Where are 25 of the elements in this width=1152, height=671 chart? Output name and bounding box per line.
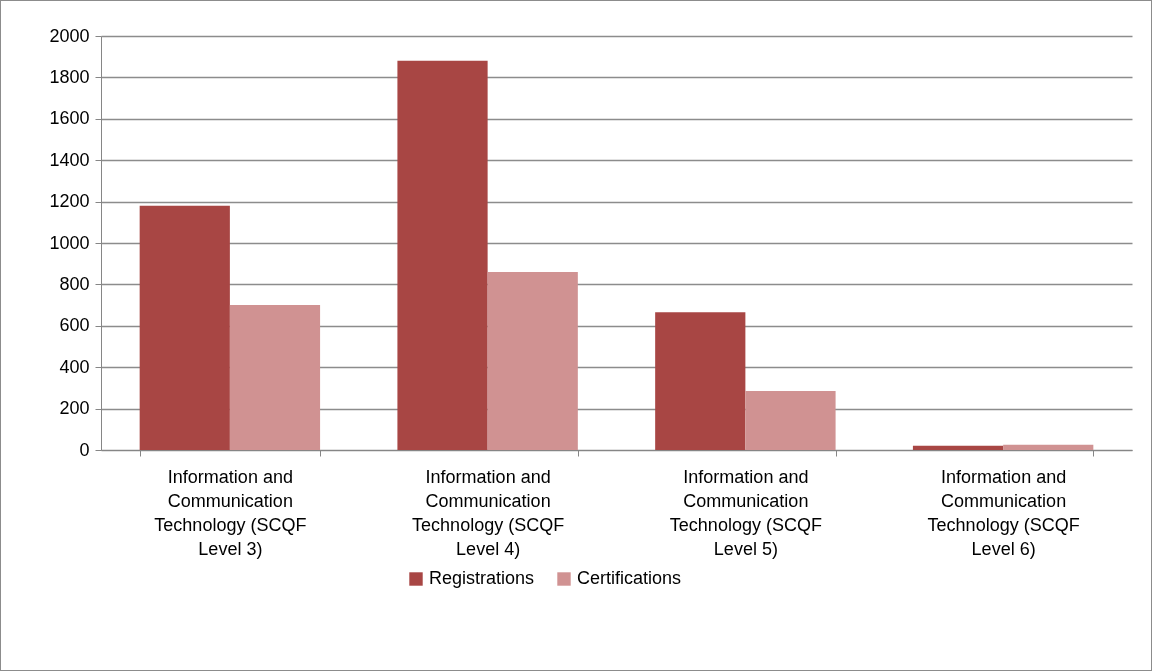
y-tick-label: 200 xyxy=(59,398,90,419)
bar xyxy=(912,445,1004,450)
y-tick-label: 1200 xyxy=(49,191,90,212)
x-tick-label: Information and Communication Technology (SCQF Level 4) xyxy=(412,466,565,559)
bar xyxy=(397,60,488,450)
y-tick-label: 1000 xyxy=(49,232,90,253)
y-tick-label: 1600 xyxy=(49,108,90,129)
bar xyxy=(139,205,230,450)
y-tick-label: 800 xyxy=(59,273,90,294)
bar xyxy=(1003,444,1094,450)
x-tick-label: Information and Communication Technology (SCQF Level 5) xyxy=(669,466,822,559)
x-tick-label: Information and Communication Technology (SCQF Level 3) xyxy=(154,466,307,559)
bar xyxy=(655,312,746,450)
legend-label: Registrations xyxy=(429,568,535,588)
x-tick-label: Information and Communication Technology (SCQF Level 6) xyxy=(927,466,1080,559)
bar xyxy=(745,391,836,450)
y-tick-label: 400 xyxy=(59,356,90,377)
y-tick-label: 1800 xyxy=(49,66,90,87)
legend-label: Certifications xyxy=(577,568,682,588)
y-tick-label: 600 xyxy=(59,315,90,336)
bar xyxy=(487,271,578,450)
bar xyxy=(229,305,321,450)
y-tick-label: 1400 xyxy=(49,149,90,170)
y-tick-label: 0 xyxy=(79,439,90,460)
y-tick-label: 2000 xyxy=(49,25,90,46)
